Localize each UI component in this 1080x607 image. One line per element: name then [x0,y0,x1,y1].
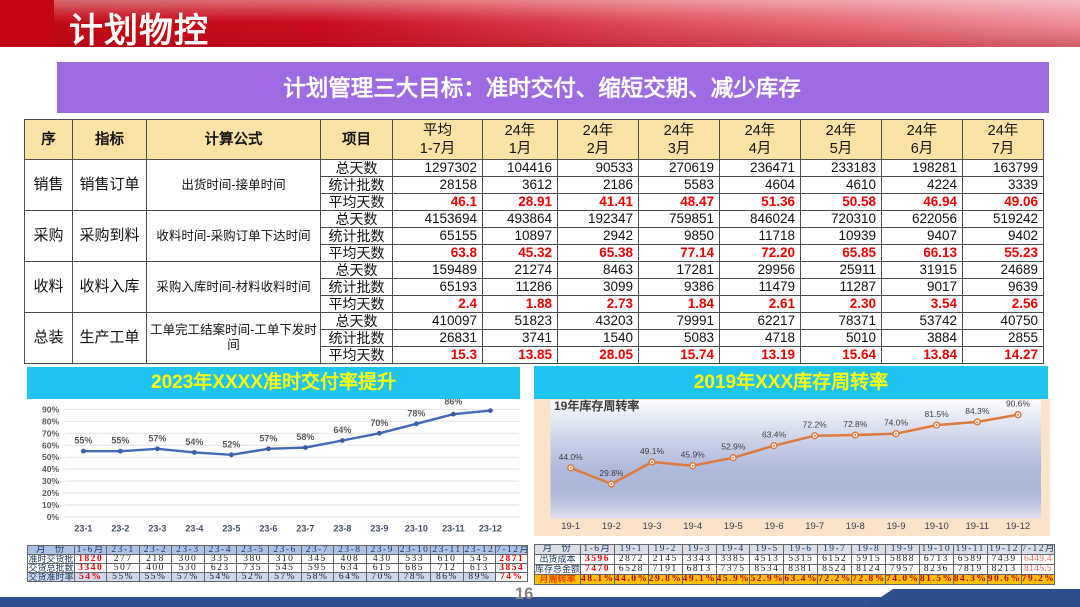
svg-text:52%: 52% [222,439,240,449]
svg-text:23-8: 23-8 [333,524,351,534]
svg-text:23-4: 23-4 [185,524,203,534]
svg-text:60%: 60% [42,440,59,450]
svg-text:0%: 0% [47,512,60,522]
svg-text:70%: 70% [370,418,388,428]
svg-text:23-10: 23-10 [405,524,428,534]
svg-text:80%: 80% [42,416,59,426]
svg-text:58%: 58% [296,432,314,442]
svg-text:30%: 30% [42,476,59,486]
svg-text:19-9: 19-9 [886,521,905,532]
svg-text:29.8%: 29.8% [599,468,624,478]
svg-text:19-3: 19-3 [642,521,661,532]
svg-text:45.9%: 45.9% [681,450,706,460]
svg-text:81.5%: 81.5% [925,409,950,419]
svg-text:23-5: 23-5 [222,524,240,534]
svg-text:23-12: 23-12 [479,524,502,534]
svg-text:84.3%: 84.3% [965,406,990,416]
svg-text:49.1%: 49.1% [640,446,665,456]
svg-text:55%: 55% [111,436,129,446]
svg-text:19-8: 19-8 [846,521,865,532]
svg-text:23-1: 23-1 [74,524,92,534]
svg-text:23-11: 23-11 [442,524,465,534]
svg-text:10%: 10% [42,500,59,510]
svg-text:19年库存周转率: 19年库存周转率 [554,399,639,413]
svg-text:19-1: 19-1 [561,521,580,532]
svg-text:90.6%: 90.6% [1006,399,1031,409]
svg-text:90%: 90% [42,404,59,414]
svg-text:74.0%: 74.0% [884,418,909,428]
svg-text:78%: 78% [407,408,425,418]
svg-text:19-10: 19-10 [924,521,948,532]
svg-text:57%: 57% [148,433,166,443]
svg-text:70%: 70% [42,428,59,438]
svg-text:57%: 57% [259,433,277,443]
svg-text:72.2%: 72.2% [803,420,828,430]
svg-text:54%: 54% [185,437,203,447]
svg-text:44.0%: 44.0% [559,452,584,462]
svg-text:50%: 50% [42,452,59,462]
svg-text:20%: 20% [42,488,59,498]
svg-text:19-11: 19-11 [966,521,990,532]
svg-text:19-6: 19-6 [764,521,783,532]
svg-text:23-7: 23-7 [296,524,314,534]
svg-text:55%: 55% [74,436,92,446]
svg-text:64%: 64% [333,425,351,435]
svg-text:72.8%: 72.8% [843,419,868,429]
svg-text:23-2: 23-2 [111,524,129,534]
svg-text:23-3: 23-3 [148,524,166,534]
svg-text:52.9%: 52.9% [721,442,746,452]
svg-text:40%: 40% [42,464,59,474]
svg-text:23-9: 23-9 [370,524,388,534]
svg-text:19-5: 19-5 [724,521,743,532]
svg-text:23-6: 23-6 [259,524,277,534]
svg-text:19-12: 19-12 [1006,521,1030,532]
svg-text:19-7: 19-7 [805,521,824,532]
svg-text:19-2: 19-2 [602,521,621,532]
svg-text:63.4%: 63.4% [762,430,787,440]
svg-text:19-4: 19-4 [683,521,702,532]
svg-text:86%: 86% [444,399,462,406]
